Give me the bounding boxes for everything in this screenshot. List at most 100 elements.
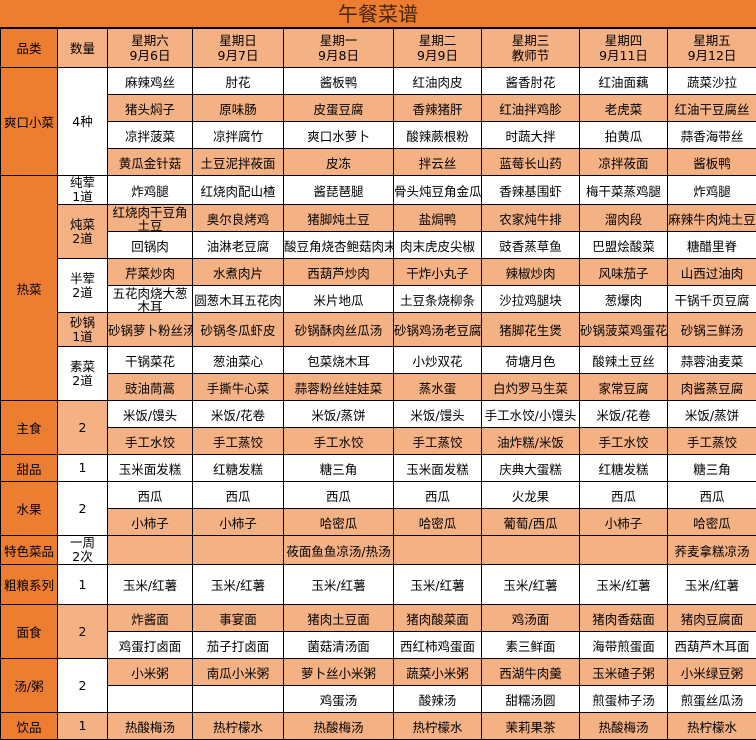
menu-cell[interactable]: 原味肠: [193, 95, 284, 122]
menu-cell[interactable]: 荞麦拿糕凉汤: [668, 536, 756, 565]
menu-cell[interactable]: 猪脚花生煲: [482, 313, 580, 347]
menu-cell[interactable]: 玉米/红薯: [580, 565, 668, 605]
menu-cell[interactable]: 酸辣汤: [394, 686, 482, 713]
quantity-cell[interactable]: 2: [58, 401, 108, 455]
menu-cell[interactable]: 热柠檬水: [668, 713, 756, 740]
menu-cell[interactable]: 蒜蓉油麦菜: [668, 347, 756, 374]
menu-cell[interactable]: 糖醋里脊: [668, 232, 756, 259]
menu-cell[interactable]: 手工水饺: [108, 428, 193, 455]
menu-cell[interactable]: 糖三角: [668, 455, 756, 482]
category-cell[interactable]: 主食: [1, 401, 58, 455]
menu-cell[interactable]: 酱板鸭: [668, 149, 756, 176]
quantity-cell[interactable]: 1: [58, 565, 108, 605]
menu-cell[interactable]: 红烧肉配山楂: [193, 176, 284, 205]
menu-cell[interactable]: 红油面藕: [580, 68, 668, 95]
menu-cell[interactable]: 鸡汤面: [482, 605, 580, 632]
menu-cell[interactable]: 米饭/馒头: [394, 401, 482, 428]
menu-cell[interactable]: 猪肉酸菜面: [394, 605, 482, 632]
quantity-cell[interactable]: 砂锅 1道: [58, 313, 108, 347]
menu-cell[interactable]: 皮蛋豆腐: [284, 95, 394, 122]
menu-cell[interactable]: 红油肉皮: [394, 68, 482, 95]
menu-cell[interactable]: 庆典大蛋糕: [482, 455, 580, 482]
menu-cell[interactable]: 砂锅三鲜汤: [668, 313, 756, 347]
menu-cell[interactable]: 西瓜: [284, 482, 394, 509]
menu-cell[interactable]: 芹菜炒肉: [108, 259, 193, 286]
menu-cell[interactable]: 热柠檬水: [193, 713, 284, 740]
menu-cell[interactable]: 炸酱面: [108, 605, 193, 632]
menu-cell[interactable]: 蔬菜小米粥: [394, 659, 482, 686]
menu-cell[interactable]: 肉酱蒸豆腐: [668, 374, 756, 401]
menu-cell[interactable]: 手工水饺: [284, 428, 394, 455]
menu-cell[interactable]: 小柿子: [580, 509, 668, 536]
menu-cell[interactable]: 海带煎蛋面: [580, 632, 668, 659]
menu-cell[interactable]: 辣椒炒肉: [482, 259, 580, 286]
menu-cell[interactable]: 小柿子: [108, 509, 193, 536]
menu-cell[interactable]: 西葫芦木耳面: [668, 632, 756, 659]
menu-cell[interactable]: 沙拉鸡腿块: [482, 286, 580, 313]
menu-cell[interactable]: 拌云丝: [394, 149, 482, 176]
menu-cell[interactable]: 手工水饺: [580, 428, 668, 455]
menu-cell[interactable]: 玉米碴子粥: [580, 659, 668, 686]
menu-cell[interactable]: 奥尔良烤鸡: [193, 205, 284, 232]
menu-cell[interactable]: 南瓜小米粥: [193, 659, 284, 686]
menu-cell[interactable]: 风味茄子: [580, 259, 668, 286]
menu-cell[interactable]: 蓝莓长山药: [482, 149, 580, 176]
menu-cell[interactable]: [193, 686, 284, 713]
menu-cell[interactable]: 水煮肉片: [193, 259, 284, 286]
menu-cell[interactable]: 猪肉香菇面: [580, 605, 668, 632]
menu-cell[interactable]: 玉米/红薯: [394, 565, 482, 605]
menu-cell[interactable]: 玉米/红薯: [482, 565, 580, 605]
quantity-cell[interactable]: 半荤 2道: [58, 259, 108, 313]
category-cell[interactable]: 爽口小菜: [1, 68, 58, 176]
category-cell[interactable]: 汤/粥: [1, 659, 58, 713]
header-day[interactable]: 星期一 9月8日: [284, 29, 394, 68]
category-cell[interactable]: 水果: [1, 482, 58, 536]
menu-cell[interactable]: 米饭/花卷: [580, 401, 668, 428]
menu-cell[interactable]: 猪肉豆腐面: [668, 605, 756, 632]
menu-cell[interactable]: 炸鸡腿: [668, 176, 756, 205]
menu-cell[interactable]: 红烧肉干豆角土豆: [108, 205, 193, 232]
menu-cell[interactable]: 干炸小丸子: [394, 259, 482, 286]
menu-cell[interactable]: 骨头炖豆角金瓜玉: [394, 176, 482, 205]
menu-cell[interactable]: 猪脚炖土豆: [284, 205, 394, 232]
quantity-cell[interactable]: 4种: [58, 68, 108, 176]
menu-cell[interactable]: 白灼罗马生菜: [482, 374, 580, 401]
menu-cell[interactable]: 米饭/馒头: [108, 401, 193, 428]
menu-cell[interactable]: 玉米/红薯: [193, 565, 284, 605]
menu-cell[interactable]: 砂锅鸡汤老豆腐: [394, 313, 482, 347]
menu-cell[interactable]: 萝卜丝小米粥: [284, 659, 394, 686]
menu-cell[interactable]: 小米绿豆粥: [668, 659, 756, 686]
menu-cell[interactable]: 玉米/红薯: [108, 565, 193, 605]
category-cell[interactable]: 面食: [1, 605, 58, 659]
menu-cell[interactable]: 土豆泥拌莜面: [193, 149, 284, 176]
quantity-cell[interactable]: 2: [58, 605, 108, 659]
menu-cell[interactable]: [108, 536, 193, 565]
menu-cell[interactable]: 西瓜: [193, 482, 284, 509]
menu-cell[interactable]: 拍黄瓜: [580, 122, 668, 149]
menu-cell[interactable]: 鸡蛋汤: [284, 686, 394, 713]
menu-cell[interactable]: 哈密瓜: [394, 509, 482, 536]
menu-cell[interactable]: 玉米面发糕: [108, 455, 193, 482]
menu-cell[interactable]: 凉拌莜面: [580, 149, 668, 176]
menu-cell[interactable]: 家常豆腐: [580, 374, 668, 401]
menu-cell[interactable]: 荷塘月色: [482, 347, 580, 374]
menu-cell[interactable]: 回锅肉: [108, 232, 193, 259]
menu-cell[interactable]: 西瓜: [394, 482, 482, 509]
menu-cell[interactable]: 酸豆角烧杏鲍菇肉末: [284, 232, 394, 259]
menu-cell[interactable]: 手工蒸饺: [668, 428, 756, 455]
menu-cell[interactable]: 凉拌菠菜: [108, 122, 193, 149]
menu-cell[interactable]: 干锅千页豆腐: [668, 286, 756, 313]
menu-cell[interactable]: 肘花: [193, 68, 284, 95]
menu-cell[interactable]: 西瓜: [580, 482, 668, 509]
menu-cell[interactable]: 米饭/花卷: [193, 401, 284, 428]
menu-cell[interactable]: 手工水饺/小馒头: [482, 401, 580, 428]
menu-cell[interactable]: 火龙果: [482, 482, 580, 509]
quantity-cell[interactable]: 2: [58, 482, 108, 536]
menu-cell[interactable]: 手工蒸饺: [394, 428, 482, 455]
menu-cell[interactable]: 鸡蛋打卤面: [108, 632, 193, 659]
menu-cell[interactable]: 葱油菜心: [193, 347, 284, 374]
menu-cell[interactable]: 酱琵琶腿: [284, 176, 394, 205]
menu-cell[interactable]: 哈密瓜: [668, 509, 756, 536]
menu-cell[interactable]: 猪肉土豆面: [284, 605, 394, 632]
menu-cell[interactable]: 五花肉烧大葱木耳: [108, 286, 193, 313]
